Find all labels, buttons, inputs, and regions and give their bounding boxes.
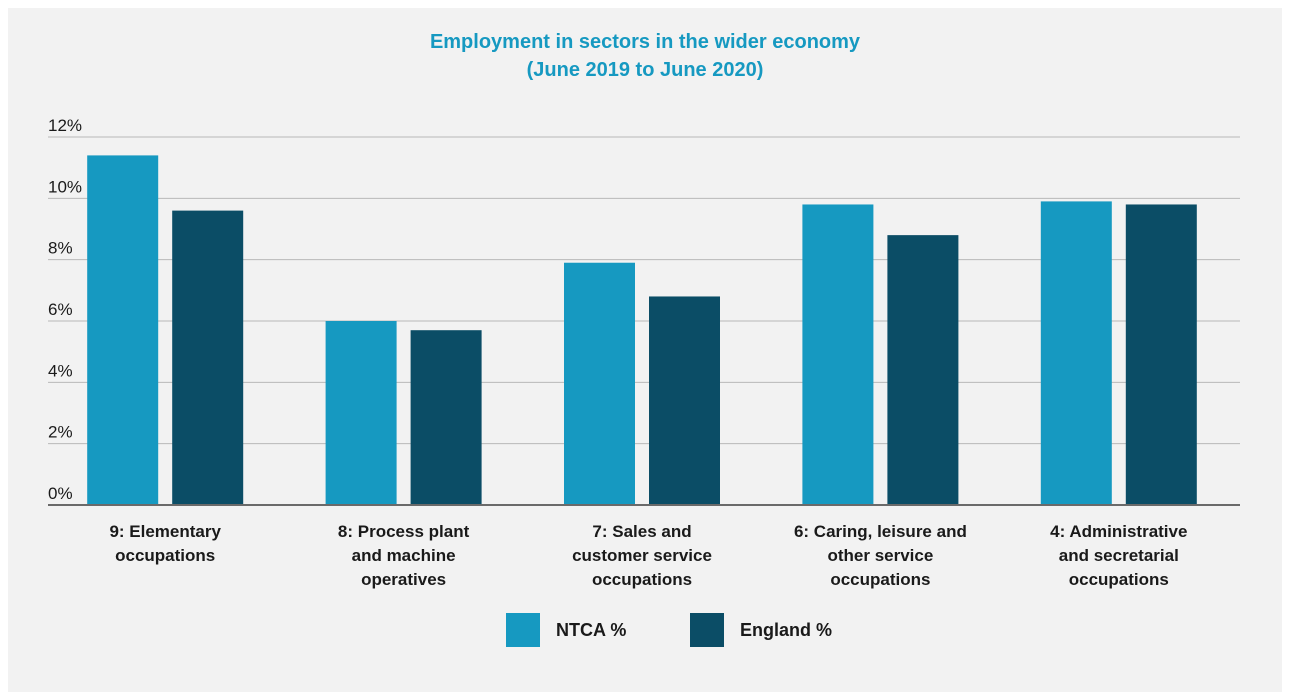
chart-subtitle: (June 2019 to June 2020)	[526, 59, 764, 81]
x-tick-label: and secretarial	[1059, 546, 1179, 565]
bar-ntca	[325, 321, 397, 505]
x-tick-label: other service	[827, 546, 933, 565]
x-tick-label: customer service	[572, 546, 712, 565]
bar-chart: 0% 2% 4% 6% 8% 10% 12% 9: Elementary occupation…	[48, 116, 1240, 589]
y-tick-label: 12%	[48, 116, 82, 135]
legend-item-england: England %	[690, 612, 832, 648]
chart-title-block: Employment in sectors in the wider econo…	[0, 28, 1290, 84]
y-tick-label: 8%	[48, 239, 73, 258]
legend-swatch-ntca	[506, 613, 540, 647]
x-tick-label: occupations	[115, 546, 215, 565]
y-tick-label: 6%	[48, 300, 73, 319]
y-tick-label: 2%	[48, 423, 73, 442]
bar-ntca	[802, 204, 874, 505]
legend-label-england: England %	[740, 619, 833, 640]
legend-item-ntca: NTCA %	[506, 612, 626, 648]
bar-england	[1125, 204, 1197, 505]
legend-swatch-england	[690, 613, 724, 647]
y-tick-label: 4%	[48, 361, 73, 380]
bar-england	[887, 235, 959, 505]
bar-ntca	[87, 155, 159, 505]
x-axis-labels: 9: Elementary occupations 8: Process plant…	[109, 522, 1187, 589]
chart-title: Employment in sectors in the wider econo…	[429, 31, 861, 53]
bar-england	[172, 210, 244, 505]
x-tick-label: operatives	[361, 570, 446, 589]
bar-ntca	[564, 262, 635, 505]
x-tick-label: 6: Caring, leisure and	[794, 522, 967, 541]
y-axis-ticks: 0% 2% 4% 6% 8% 10% 12%	[48, 116, 82, 503]
y-tick-label: 10%	[48, 177, 82, 196]
legend: NTCA % England %	[0, 612, 1290, 652]
x-tick-label: 7: Sales and	[592, 522, 691, 541]
x-tick-label: 4: Administrative	[1050, 522, 1187, 541]
legend-label-ntca: NTCA %	[556, 619, 627, 640]
bar-england	[649, 296, 720, 505]
bar-england	[410, 330, 482, 505]
x-tick-label: occupations	[592, 570, 692, 589]
bars	[87, 155, 1197, 505]
x-tick-label: 9: Elementary	[109, 522, 221, 541]
bar-ntca	[1040, 201, 1112, 505]
y-tick-label: 0%	[48, 484, 73, 503]
x-tick-label: and machine	[352, 546, 456, 565]
x-tick-label: 8: Process plant	[338, 522, 470, 541]
x-tick-label: occupations	[1069, 570, 1169, 589]
x-tick-label: occupations	[830, 570, 930, 589]
